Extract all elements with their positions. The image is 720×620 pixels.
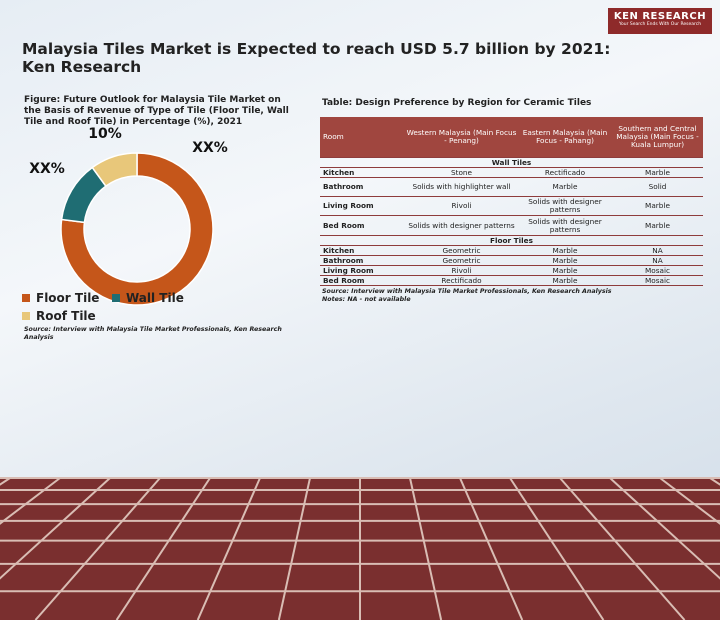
table-row: Kitchen Stone Rectificado Marble [320, 168, 703, 178]
table-row: Bed Room Solids with designer patterns Sol… [320, 216, 703, 236]
table-cell: Marble [552, 182, 578, 191]
figure-source: Source: Interview with Malaysia Tile Mar… [24, 326, 282, 341]
donut-chart: XX% XX% 10% Floor Tile Wall Tile Roof Tile [22, 126, 228, 323]
grout-line [0, 477, 61, 525]
brand-logo: KEN RESEARCH Your Search Ends With Our R… [608, 8, 712, 34]
table-cell: Solids with designer patterns [528, 216, 602, 234]
table-source: Source: Interview with Malaysia Tile Mar… [322, 288, 612, 295]
legend-label: Wall Tile [126, 291, 184, 305]
table-header-cell: Western Malaysia (Main Focus - Penang) [406, 128, 517, 145]
table-cell: Marble [552, 275, 578, 285]
table-cell: Stone [450, 167, 473, 177]
grout-line [609, 477, 720, 580]
table-cell: Bathroom [323, 255, 364, 265]
table-cell: Rectificado [441, 275, 482, 285]
grout-line [196, 477, 261, 620]
table-section-label: Floor Tiles [490, 235, 533, 245]
table-cell: Marble [645, 201, 670, 210]
table-header-cell: Room [323, 132, 344, 141]
table-cell: Solids with designer patterns [408, 220, 515, 230]
table-cell: Kitchen [323, 245, 355, 255]
table-row: Living Room Rivoli Solids with designer pa… [320, 197, 703, 216]
legend-label: Floor Tile [36, 291, 99, 305]
table-cell: Marble [552, 245, 578, 255]
table-cell: Living Room [323, 201, 374, 210]
table-cell: Rivoli [451, 265, 472, 275]
table-cell: Geometric [442, 255, 481, 265]
figure-title: Figure: Future Outlook for Malaysia Tile… [24, 95, 289, 127]
grout-line [277, 477, 311, 620]
table-cell: Marble [645, 167, 670, 177]
data-label: XX% [29, 161, 65, 177]
table-row: Living Room Rivoli Marble Mosaic [320, 266, 703, 276]
table: Room Western Malaysia (Main Focus - Penan… [320, 117, 703, 286]
table-cell: Marble [645, 220, 670, 230]
legend-swatch [22, 312, 30, 320]
table-cell: NA [652, 245, 663, 255]
table-cell: Bed Room [323, 220, 365, 230]
table-row: Bathroom Geometric Marble NA [320, 256, 703, 266]
table-cell: Bed Room [323, 275, 365, 285]
table-cell: Mosaic [644, 275, 671, 285]
table-cell: Mosaic [644, 265, 671, 275]
tile-floor [0, 477, 720, 620]
table-row: Bathroom Solids with highlighter wall Marb… [320, 178, 703, 197]
table-row: Kitchen Geometric Marble NA [320, 246, 703, 256]
donut-segment [91, 152, 138, 188]
table-cell: Bathroom [323, 182, 364, 191]
table-cell: Rivoli [451, 201, 472, 210]
grout-line [0, 477, 111, 580]
grout-line [409, 477, 443, 620]
brand-name: KEN RESEARCH [613, 11, 707, 22]
legend-swatch [22, 294, 30, 302]
table-cell: Living Room [323, 265, 374, 275]
grout-line [115, 477, 211, 620]
brand-tagline: Your Search Ends With Our Research [618, 22, 702, 27]
legend-swatch [112, 294, 120, 302]
table-header-row: Room Western Malaysia (Main Focus - Penan… [320, 117, 703, 158]
table-section-row: Floor Tiles [320, 236, 703, 246]
table-cell: Solids with designer patterns [528, 197, 602, 214]
table-section-row: Wall Tiles [320, 158, 703, 168]
donut-segment [60, 152, 214, 306]
table-cell: NA [652, 255, 663, 265]
table-header-cell: Eastern Malaysia (Main Focus - Pahang) [522, 128, 608, 145]
grout-line [459, 477, 524, 620]
table-cell: Solid [648, 182, 667, 191]
data-label: 10% [88, 126, 122, 142]
table-title: Table: Design Preference by Region for C… [322, 98, 592, 108]
table-cell: Geometric [442, 245, 481, 255]
table-cell: Marble [552, 255, 578, 265]
table-note: Notes: NA - not available [322, 296, 411, 303]
table-cell: Solids with highlighter wall [412, 182, 511, 191]
grout-line [34, 477, 161, 620]
table-cell: Kitchen [323, 167, 355, 177]
legend-label: Roof Tile [36, 309, 96, 323]
table-cell: Marble [552, 265, 578, 275]
grout-line [659, 477, 720, 525]
table-cell: Rectificado [544, 167, 586, 177]
table-row: Bed Room Rectificado Marble Mosaic [320, 276, 703, 286]
grout-line [559, 477, 686, 620]
table-header-cell: Southern and Central Malaysia (Main Focu… [616, 124, 699, 149]
page-title: Malaysia Tiles Market is Expected to rea… [22, 40, 611, 76]
grout-line [509, 477, 605, 620]
table-section-label: Wall Tiles [491, 157, 532, 167]
data-label: XX% [192, 140, 228, 156]
table-notes: Source: Interview with Malaysia Tile Mar… [322, 288, 612, 304]
